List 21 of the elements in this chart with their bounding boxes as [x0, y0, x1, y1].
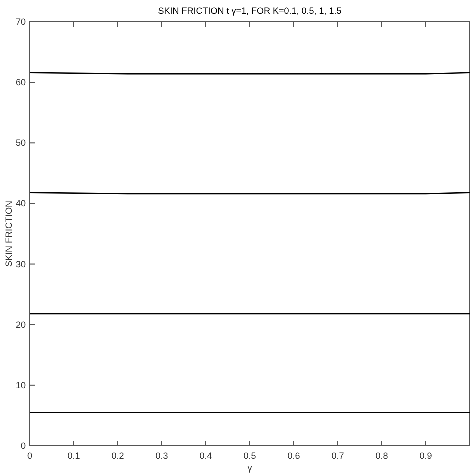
x-tick-label: 0.1	[68, 451, 80, 461]
y-axis-title: SKIN FRICTION	[4, 200, 14, 268]
y-tick-label: 60	[16, 78, 26, 88]
x-tick-label: 0.6	[288, 451, 300, 461]
x-tick-label: 0.9	[420, 451, 432, 461]
x-axis-title: γ	[248, 463, 253, 473]
y-tick-label: 30	[16, 259, 26, 270]
x-tick-label: 0.3	[156, 451, 168, 461]
y-tick-label: 0	[20, 441, 26, 451]
x-tick-label: 0.8	[376, 451, 388, 461]
y-tick-label: 40	[16, 198, 26, 209]
x-tick-label: 0.5	[244, 451, 256, 461]
chart-title: SKIN FRICTION t γ=1, FOR K=0.1, 0.5, 1, 1.5	[158, 6, 342, 16]
x-tick-label: 0	[27, 451, 33, 461]
x-tick-label: 0.2	[112, 451, 124, 461]
x-tick-label: 0.4	[200, 451, 212, 461]
y-tick-label: 50	[16, 138, 26, 148]
y-tick-label: 20	[16, 320, 26, 330]
y-tick-label: 70	[16, 17, 26, 27]
y-tick-label: 10	[16, 380, 26, 390]
x-tick-label: 0.7	[332, 451, 344, 461]
